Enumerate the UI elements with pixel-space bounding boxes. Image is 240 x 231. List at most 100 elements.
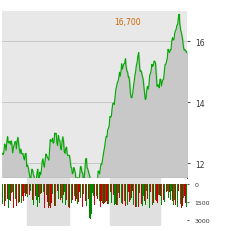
- Bar: [160, 185, 161, 197]
- Bar: [150, 185, 151, 193]
- Bar: [31, 185, 32, 204]
- Bar: [167, 185, 168, 191]
- Bar: [5, 185, 6, 201]
- Bar: [50, 185, 51, 208]
- Bar: [58, 185, 59, 199]
- Bar: [135, 185, 136, 207]
- Text: 11,000: 11,000: [0, 230, 1, 231]
- Bar: [52, 185, 53, 194]
- Bar: [137, 185, 138, 197]
- Bar: [115, 185, 116, 204]
- Bar: [110, 185, 111, 192]
- Bar: [158, 185, 159, 195]
- Bar: [64, 185, 65, 192]
- Bar: [121, 185, 122, 203]
- Bar: [138, 185, 139, 207]
- Bar: [96, 185, 97, 196]
- Bar: [18, 185, 19, 203]
- Bar: [178, 185, 179, 191]
- Bar: [27, 185, 28, 197]
- Bar: [74, 185, 75, 196]
- Bar: [84, 185, 85, 201]
- Bar: [114, 185, 115, 205]
- Bar: [97, 185, 98, 199]
- Bar: [155, 185, 156, 201]
- Bar: [129, 185, 130, 202]
- Bar: [72, 185, 73, 200]
- Bar: [163, 185, 164, 201]
- Bar: [37, 185, 38, 207]
- Bar: [90, 185, 91, 219]
- Bar: [38, 185, 39, 197]
- Bar: [77, 185, 78, 204]
- Bar: [102, 185, 103, 204]
- Bar: [99, 185, 100, 201]
- Bar: [43, 185, 44, 192]
- Bar: [130, 185, 131, 200]
- Bar: [110, 179, 160, 226]
- Bar: [11, 185, 12, 194]
- Bar: [157, 185, 158, 203]
- Bar: [177, 185, 178, 208]
- Bar: [40, 185, 41, 195]
- Bar: [21, 185, 22, 203]
- Bar: [183, 185, 184, 198]
- Bar: [12, 185, 13, 192]
- Bar: [6, 185, 7, 205]
- Bar: [132, 185, 133, 191]
- Bar: [89, 185, 90, 218]
- Bar: [126, 185, 127, 205]
- Bar: [128, 185, 129, 193]
- Bar: [19, 185, 20, 203]
- Bar: [68, 185, 69, 207]
- Bar: [10, 185, 11, 201]
- Bar: [144, 185, 145, 201]
- Bar: [75, 185, 76, 201]
- Bar: [51, 185, 52, 203]
- Bar: [32, 185, 33, 200]
- Bar: [26, 185, 27, 195]
- Bar: [180, 185, 181, 204]
- Bar: [91, 185, 92, 214]
- Bar: [60, 185, 61, 200]
- Bar: [2, 185, 3, 204]
- Bar: [182, 185, 183, 206]
- Bar: [71, 185, 72, 203]
- Bar: [118, 185, 119, 193]
- Bar: [63, 185, 64, 196]
- Bar: [22, 185, 23, 196]
- Bar: [7, 185, 8, 199]
- Bar: [47, 185, 48, 202]
- Bar: [108, 185, 109, 204]
- Bar: [24, 185, 25, 193]
- Bar: [86, 185, 87, 206]
- Bar: [149, 185, 150, 208]
- Bar: [125, 185, 126, 206]
- Bar: [107, 185, 108, 205]
- Bar: [82, 185, 83, 207]
- Bar: [131, 185, 132, 198]
- Bar: [153, 185, 154, 204]
- Bar: [170, 185, 171, 200]
- Bar: [41, 185, 42, 194]
- Bar: [169, 185, 170, 193]
- Bar: [49, 185, 50, 206]
- Bar: [166, 185, 167, 192]
- Bar: [172, 185, 173, 201]
- Bar: [113, 185, 114, 195]
- Bar: [16, 185, 17, 206]
- Bar: [57, 185, 58, 191]
- Bar: [116, 185, 117, 205]
- Bar: [146, 185, 147, 192]
- Text: 16,700: 16,700: [114, 18, 141, 27]
- Bar: [93, 185, 94, 196]
- Bar: [159, 185, 160, 195]
- Bar: [186, 185, 187, 207]
- Bar: [69, 185, 70, 208]
- Bar: [46, 185, 47, 195]
- Bar: [66, 185, 67, 201]
- Bar: [164, 185, 165, 202]
- Bar: [39, 185, 40, 203]
- Bar: [119, 185, 120, 198]
- Bar: [181, 185, 182, 208]
